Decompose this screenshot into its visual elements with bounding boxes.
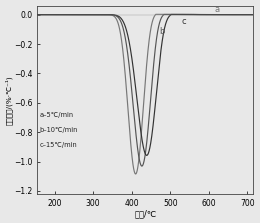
Text: c–15℃/min: c–15℃/min xyxy=(39,142,77,148)
X-axis label: 温度/℃: 温度/℃ xyxy=(134,209,156,218)
Text: b–10℃/min: b–10℃/min xyxy=(39,127,77,133)
Text: c: c xyxy=(182,17,186,26)
Text: a–5℃/min: a–5℃/min xyxy=(39,112,73,118)
Text: b: b xyxy=(159,27,165,37)
Y-axis label: 失重导数/(%·℃⁻¹): 失重导数/(%·℃⁻¹) xyxy=(5,75,12,125)
Text: a: a xyxy=(215,5,220,14)
